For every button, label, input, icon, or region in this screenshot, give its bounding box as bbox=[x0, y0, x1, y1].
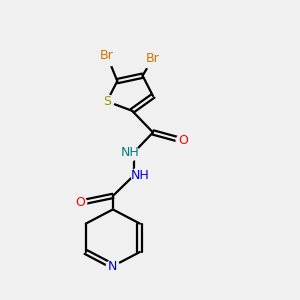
Text: NH: NH bbox=[131, 169, 150, 182]
Circle shape bbox=[141, 47, 165, 69]
Text: O: O bbox=[75, 196, 85, 209]
Circle shape bbox=[176, 135, 189, 146]
Text: S: S bbox=[103, 95, 111, 108]
Circle shape bbox=[121, 145, 139, 161]
Circle shape bbox=[100, 95, 114, 108]
Text: O: O bbox=[178, 134, 188, 147]
Text: NH: NH bbox=[121, 146, 140, 159]
Text: Br: Br bbox=[146, 52, 160, 64]
Circle shape bbox=[131, 168, 149, 184]
Text: Br: Br bbox=[100, 49, 114, 62]
Circle shape bbox=[95, 45, 119, 66]
Circle shape bbox=[74, 197, 87, 208]
Circle shape bbox=[106, 260, 119, 272]
Text: N: N bbox=[108, 260, 118, 273]
